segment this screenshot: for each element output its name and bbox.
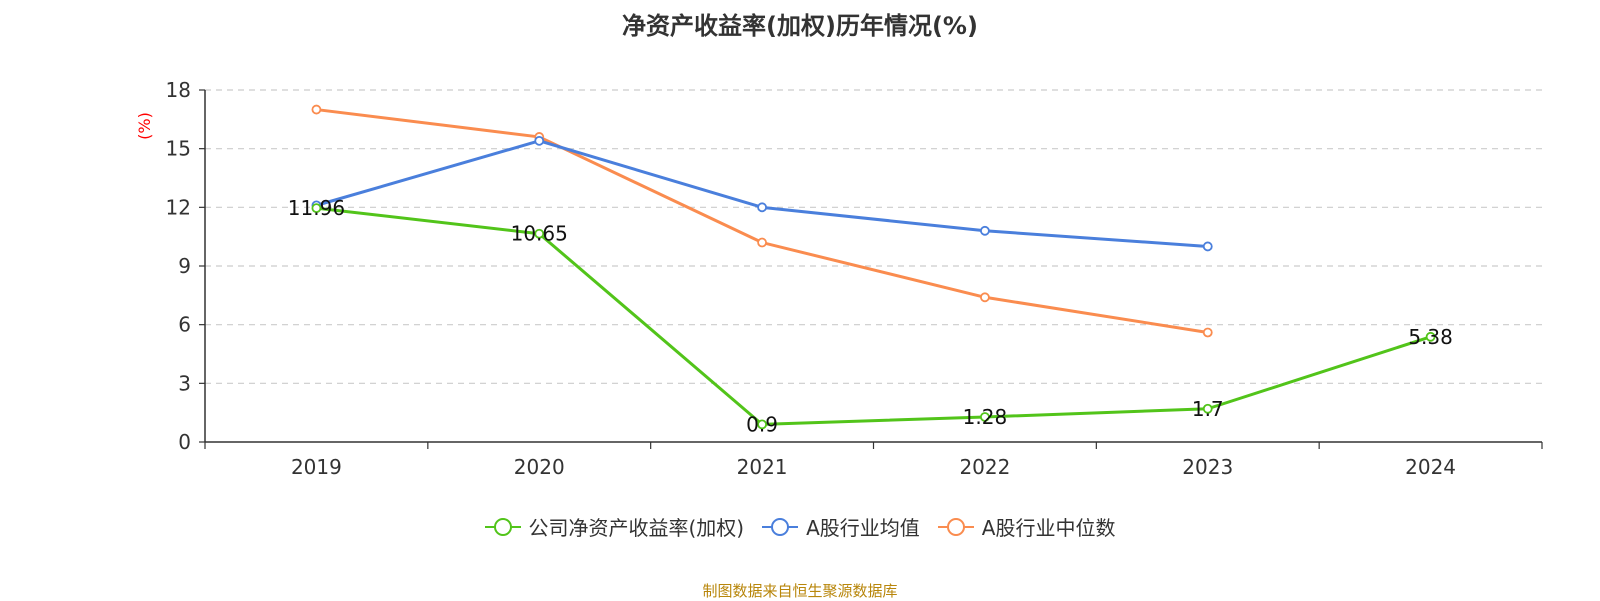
data-point: [757, 419, 767, 430]
data-label: 1.7: [1192, 397, 1224, 421]
data-point: [311, 104, 322, 115]
data-label: 1.28: [963, 405, 1008, 429]
series-line: [315, 139, 1208, 248]
series-line: [316, 108, 1208, 334]
y-tick-label: 6: [178, 313, 191, 337]
y-tick-label: 0: [178, 430, 191, 454]
data-label: 5.38: [1408, 325, 1453, 349]
data-point: [980, 412, 990, 422]
x-tick-label: 2024: [1405, 455, 1456, 479]
data-point: [534, 135, 545, 146]
y-axis-label: (%): [135, 112, 154, 140]
data-point: [1425, 331, 1436, 342]
data-label: 0.9: [746, 412, 778, 436]
legend-item-industry-mean[interactable]: A股行业均值: [762, 512, 920, 541]
legend-item-company[interactable]: 公司净资产收益率(加权): [484, 512, 745, 541]
legend-marker-icon: [937, 517, 974, 537]
legend-marker-icon: [762, 517, 799, 537]
y-tick-label: 9: [178, 254, 191, 278]
data-point: [1202, 403, 1213, 414]
legend-label: A股行业中位数: [981, 516, 1116, 540]
data-point: [980, 225, 990, 236]
x-tick-label: 2020: [514, 455, 565, 479]
legend-marker-icon: [484, 517, 521, 537]
data-point: [757, 237, 767, 248]
legend: 公司净资产收益率(加权) A股行业均值 A股行业中位数: [0, 512, 1600, 541]
data-point: [311, 203, 322, 214]
legend-label: 公司净资产收益率(加权): [528, 516, 745, 540]
data-point: [534, 228, 545, 239]
y-tick-label: 3: [178, 371, 191, 395]
x-tick-label: 2023: [1182, 455, 1233, 479]
x-tick-label: 2019: [291, 455, 342, 479]
data-label: 11.96: [288, 196, 345, 220]
data-point: [980, 292, 990, 303]
y-tick-label: 12: [166, 195, 191, 219]
x-tick-label: 2022: [959, 455, 1010, 479]
y-tick-label: 15: [166, 137, 191, 161]
legend-item-industry-median[interactable]: A股行业中位数: [937, 512, 1116, 541]
y-tick-label: 18: [166, 78, 191, 102]
x-tick-label: 2021: [737, 455, 788, 479]
data-point: [1202, 241, 1213, 252]
data-label: 10.65: [511, 222, 568, 246]
data-point: [757, 202, 767, 213]
data-point: [1202, 327, 1213, 338]
source-note: 制图数据来自恒生聚源数据库: [702, 582, 898, 600]
series-line: [316, 206, 1432, 426]
chart-title: 净资产收益率(加权)历年情况(%): [622, 12, 978, 40]
legend-label: A股行业均值: [806, 516, 920, 540]
